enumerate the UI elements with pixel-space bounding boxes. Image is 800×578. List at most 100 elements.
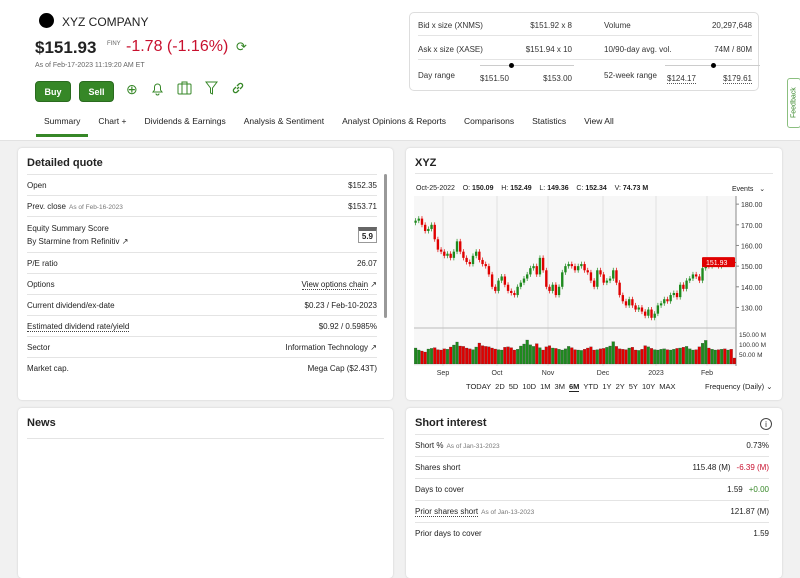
candle <box>564 266 567 273</box>
day-high: $153.00 <box>543 74 572 83</box>
volume-bar <box>595 349 599 365</box>
range-3m[interactable]: 3M <box>554 382 565 391</box>
filter-icon[interactable] <box>205 81 218 98</box>
candle <box>430 224 433 229</box>
scrollbar[interactable] <box>384 174 387 318</box>
range-2d[interactable]: 2D <box>495 382 505 391</box>
volume-bar <box>433 347 437 365</box>
plus-circle-icon[interactable]: ⊕ <box>126 81 138 97</box>
candle <box>522 278 526 283</box>
volume-bar <box>455 341 459 365</box>
bell-icon[interactable] <box>151 81 164 99</box>
candle <box>554 284 558 296</box>
volume-bar <box>512 349 516 365</box>
tab-analyst-opinions-reports[interactable]: Analyst Opinions & Reports <box>342 116 447 126</box>
volume-bar <box>442 348 446 365</box>
starmine-link[interactable]: By Starmine from Refinitiv <box>27 236 120 246</box>
y-tick-label: 170.00 <box>741 223 763 230</box>
volume-bar <box>662 348 666 365</box>
volume-bar <box>701 343 705 365</box>
range-today[interactable]: TODAY <box>466 382 492 391</box>
volume-bar <box>500 349 504 365</box>
volume-bar <box>563 348 567 365</box>
refresh-icon[interactable]: ⟳ <box>236 39 247 54</box>
candle <box>541 257 545 271</box>
volume-bar <box>688 348 692 365</box>
y-tick-label: 140.00 <box>741 285 763 292</box>
y-tick-label: 160.00 <box>741 243 763 250</box>
row-value: $0.92 / 0.5985% <box>318 321 377 331</box>
buy-button[interactable]: Buy <box>35 81 71 102</box>
tab-dividends-earnings[interactable]: Dividends & Earnings <box>144 116 226 126</box>
volume-bar <box>599 348 602 365</box>
range-1y[interactable]: 1Y <box>602 382 612 391</box>
candle <box>612 270 615 279</box>
range-10y[interactable]: 10Y <box>641 382 656 391</box>
range-1m[interactable]: 1M <box>540 382 551 391</box>
tab-analysis-sentiment[interactable]: Analysis & Sentiment <box>243 116 325 126</box>
candle <box>650 309 653 318</box>
volume-bar <box>509 347 513 365</box>
volume-bar <box>656 349 660 365</box>
row-value[interactable]: Information Technology <box>285 342 369 352</box>
candle <box>551 284 554 291</box>
x-tick-label: Feb <box>701 370 713 377</box>
volume-bar <box>567 346 571 365</box>
info-icon[interactable]: i <box>760 418 772 430</box>
candle <box>481 259 484 265</box>
candle <box>621 295 625 302</box>
price-chart[interactable]: 180.00 170.00 160.00 150.00 140.00 130.00 Sep O… <box>406 196 782 380</box>
row-label: Days to cover <box>415 485 464 494</box>
row-delta: +0.00 <box>748 485 769 494</box>
candle <box>478 251 481 260</box>
candle <box>452 251 456 258</box>
tab-comparisons[interactable]: Comparisons <box>464 116 515 126</box>
range-5d[interactable]: 5D <box>508 382 519 391</box>
volume-bar <box>557 349 561 365</box>
row-value: 1.59 <box>727 485 743 494</box>
last-price-label: 151.93 <box>706 260 728 267</box>
candle <box>631 299 634 306</box>
tab-summary[interactable]: Summary <box>35 116 89 137</box>
range-2y[interactable]: 2Y <box>615 382 625 391</box>
quote-summary-box: Bid x size (XNMS) $151.92 x 8 Volume 20,… <box>409 12 760 91</box>
briefcase-icon[interactable] <box>177 81 192 98</box>
sell-button[interactable]: Sell <box>79 81 114 102</box>
52-week-low: $124.17 <box>667 74 696 84</box>
tab-view-all[interactable]: View All <box>584 116 614 126</box>
candle <box>576 266 580 271</box>
row-value: $152.35 <box>348 180 377 190</box>
frequency-dropdown[interactable]: Frequency (Daily) ⌄ <box>705 382 773 391</box>
range-5y[interactable]: 5Y <box>628 382 638 391</box>
range-ytd[interactable]: YTD <box>583 382 599 391</box>
candle <box>420 218 424 225</box>
events-dropdown[interactable]: Events ⌄ <box>732 186 766 193</box>
tab-chart-[interactable]: Chart + <box>98 116 127 126</box>
range-max[interactable]: MAX <box>659 382 676 391</box>
chart-card: XYZ Oct-25-2022 O: 150.09 H: 152.49 L: 1… <box>406 148 782 400</box>
ask-label: Ask x size (XASE) <box>418 45 483 54</box>
volume-tick-label: 150.00 M <box>739 332 766 339</box>
volume-bar <box>458 345 462 365</box>
range-10d[interactable]: 10D <box>522 382 537 391</box>
avg-volume-value: 74M / 80M <box>714 45 752 54</box>
row-label: Market cap. <box>27 363 69 373</box>
tab-statistics[interactable]: Statistics <box>532 116 567 126</box>
candle <box>682 284 685 289</box>
row-label: Shares short <box>415 463 461 472</box>
nav-tabs: Summary Chart + Dividends & Earnings Analys… <box>35 116 623 137</box>
candle <box>532 266 535 269</box>
row-label: Open <box>27 180 47 190</box>
volume-bar <box>445 349 449 365</box>
candle <box>446 253 449 256</box>
volume-bar <box>611 341 615 365</box>
row-value: $0.23 / Feb-10-2023 <box>304 300 378 310</box>
link-icon[interactable] <box>231 81 245 98</box>
candle <box>669 295 672 302</box>
volume-bar <box>506 346 510 365</box>
range-6m[interactable]: 6M <box>568 382 580 392</box>
row-value: 121.87 (M) <box>730 507 769 516</box>
feedback-button[interactable]: Feedback <box>787 78 800 128</box>
row-value[interactable]: View options chain <box>301 279 369 290</box>
candle <box>519 282 522 287</box>
